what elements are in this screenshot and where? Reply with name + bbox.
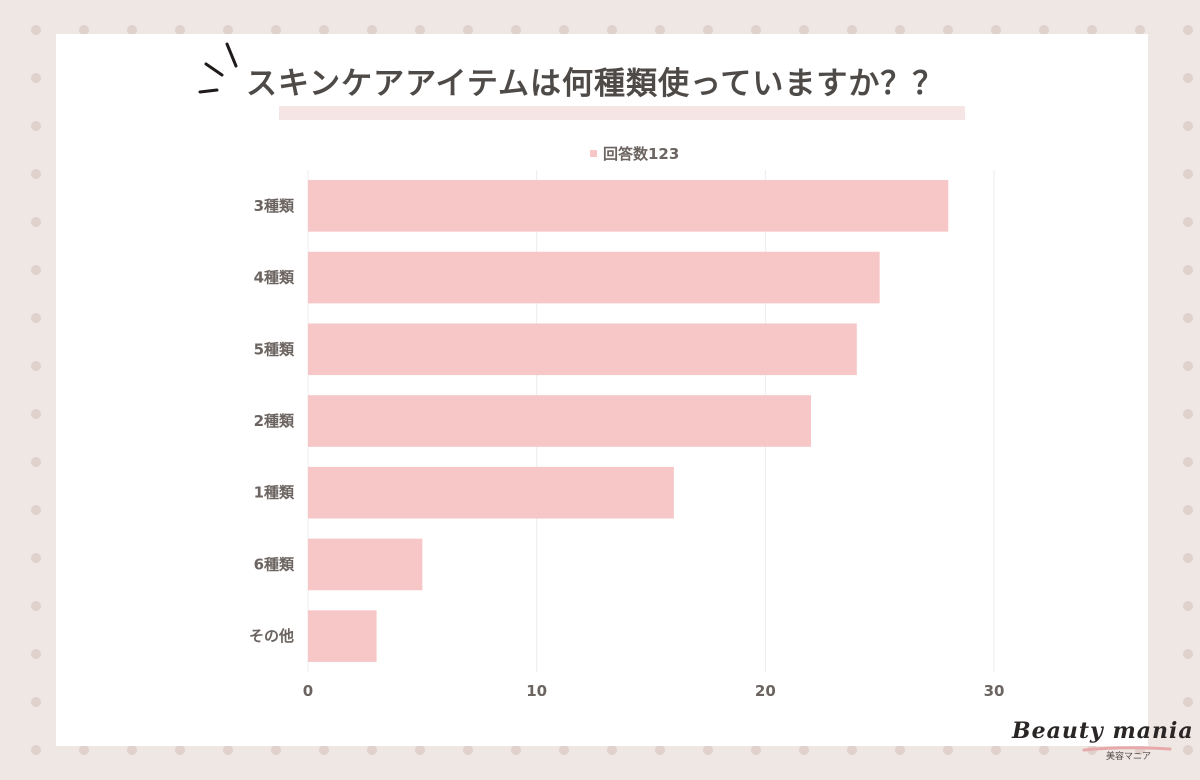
bar-3	[308, 395, 812, 447]
bar-6	[308, 610, 377, 662]
bar-0	[308, 180, 949, 232]
bar-5	[308, 538, 423, 591]
bar-2	[308, 323, 857, 376]
category-label-5: 6種類	[254, 555, 295, 573]
logo-brush-icon	[1082, 746, 1172, 752]
x-tick-label-1: 10	[526, 682, 547, 700]
bar-4	[308, 466, 674, 519]
category-label-2: 5種類	[254, 340, 295, 358]
x-tick-label-3: 30	[984, 682, 1005, 700]
x-tick-label-2: 20	[755, 682, 776, 700]
legend: 回答数123	[590, 143, 679, 164]
legend-label: 回答数123	[603, 145, 680, 163]
bar-1	[308, 251, 880, 304]
brand-logo: Beauty mania 美容マニア	[1012, 718, 1193, 768]
category-label-0: 3種類	[254, 197, 295, 215]
legend-swatch	[590, 150, 597, 157]
category-label-4: 1種類	[254, 484, 295, 502]
category-label-1: 4種類	[254, 269, 295, 287]
logo-subtext: 美容マニア	[1106, 752, 1152, 762]
logo-text: Beauty mania	[1012, 718, 1194, 744]
title-underline	[279, 106, 965, 120]
x-tick-label-0: 0	[303, 682, 313, 700]
chart-card	[56, 34, 1148, 746]
category-label-3: 2種類	[254, 412, 295, 430]
chart-title: スキンケアアイテムは何種類使っていますか？？	[246, 66, 945, 102]
category-label-6: その他	[249, 627, 294, 645]
